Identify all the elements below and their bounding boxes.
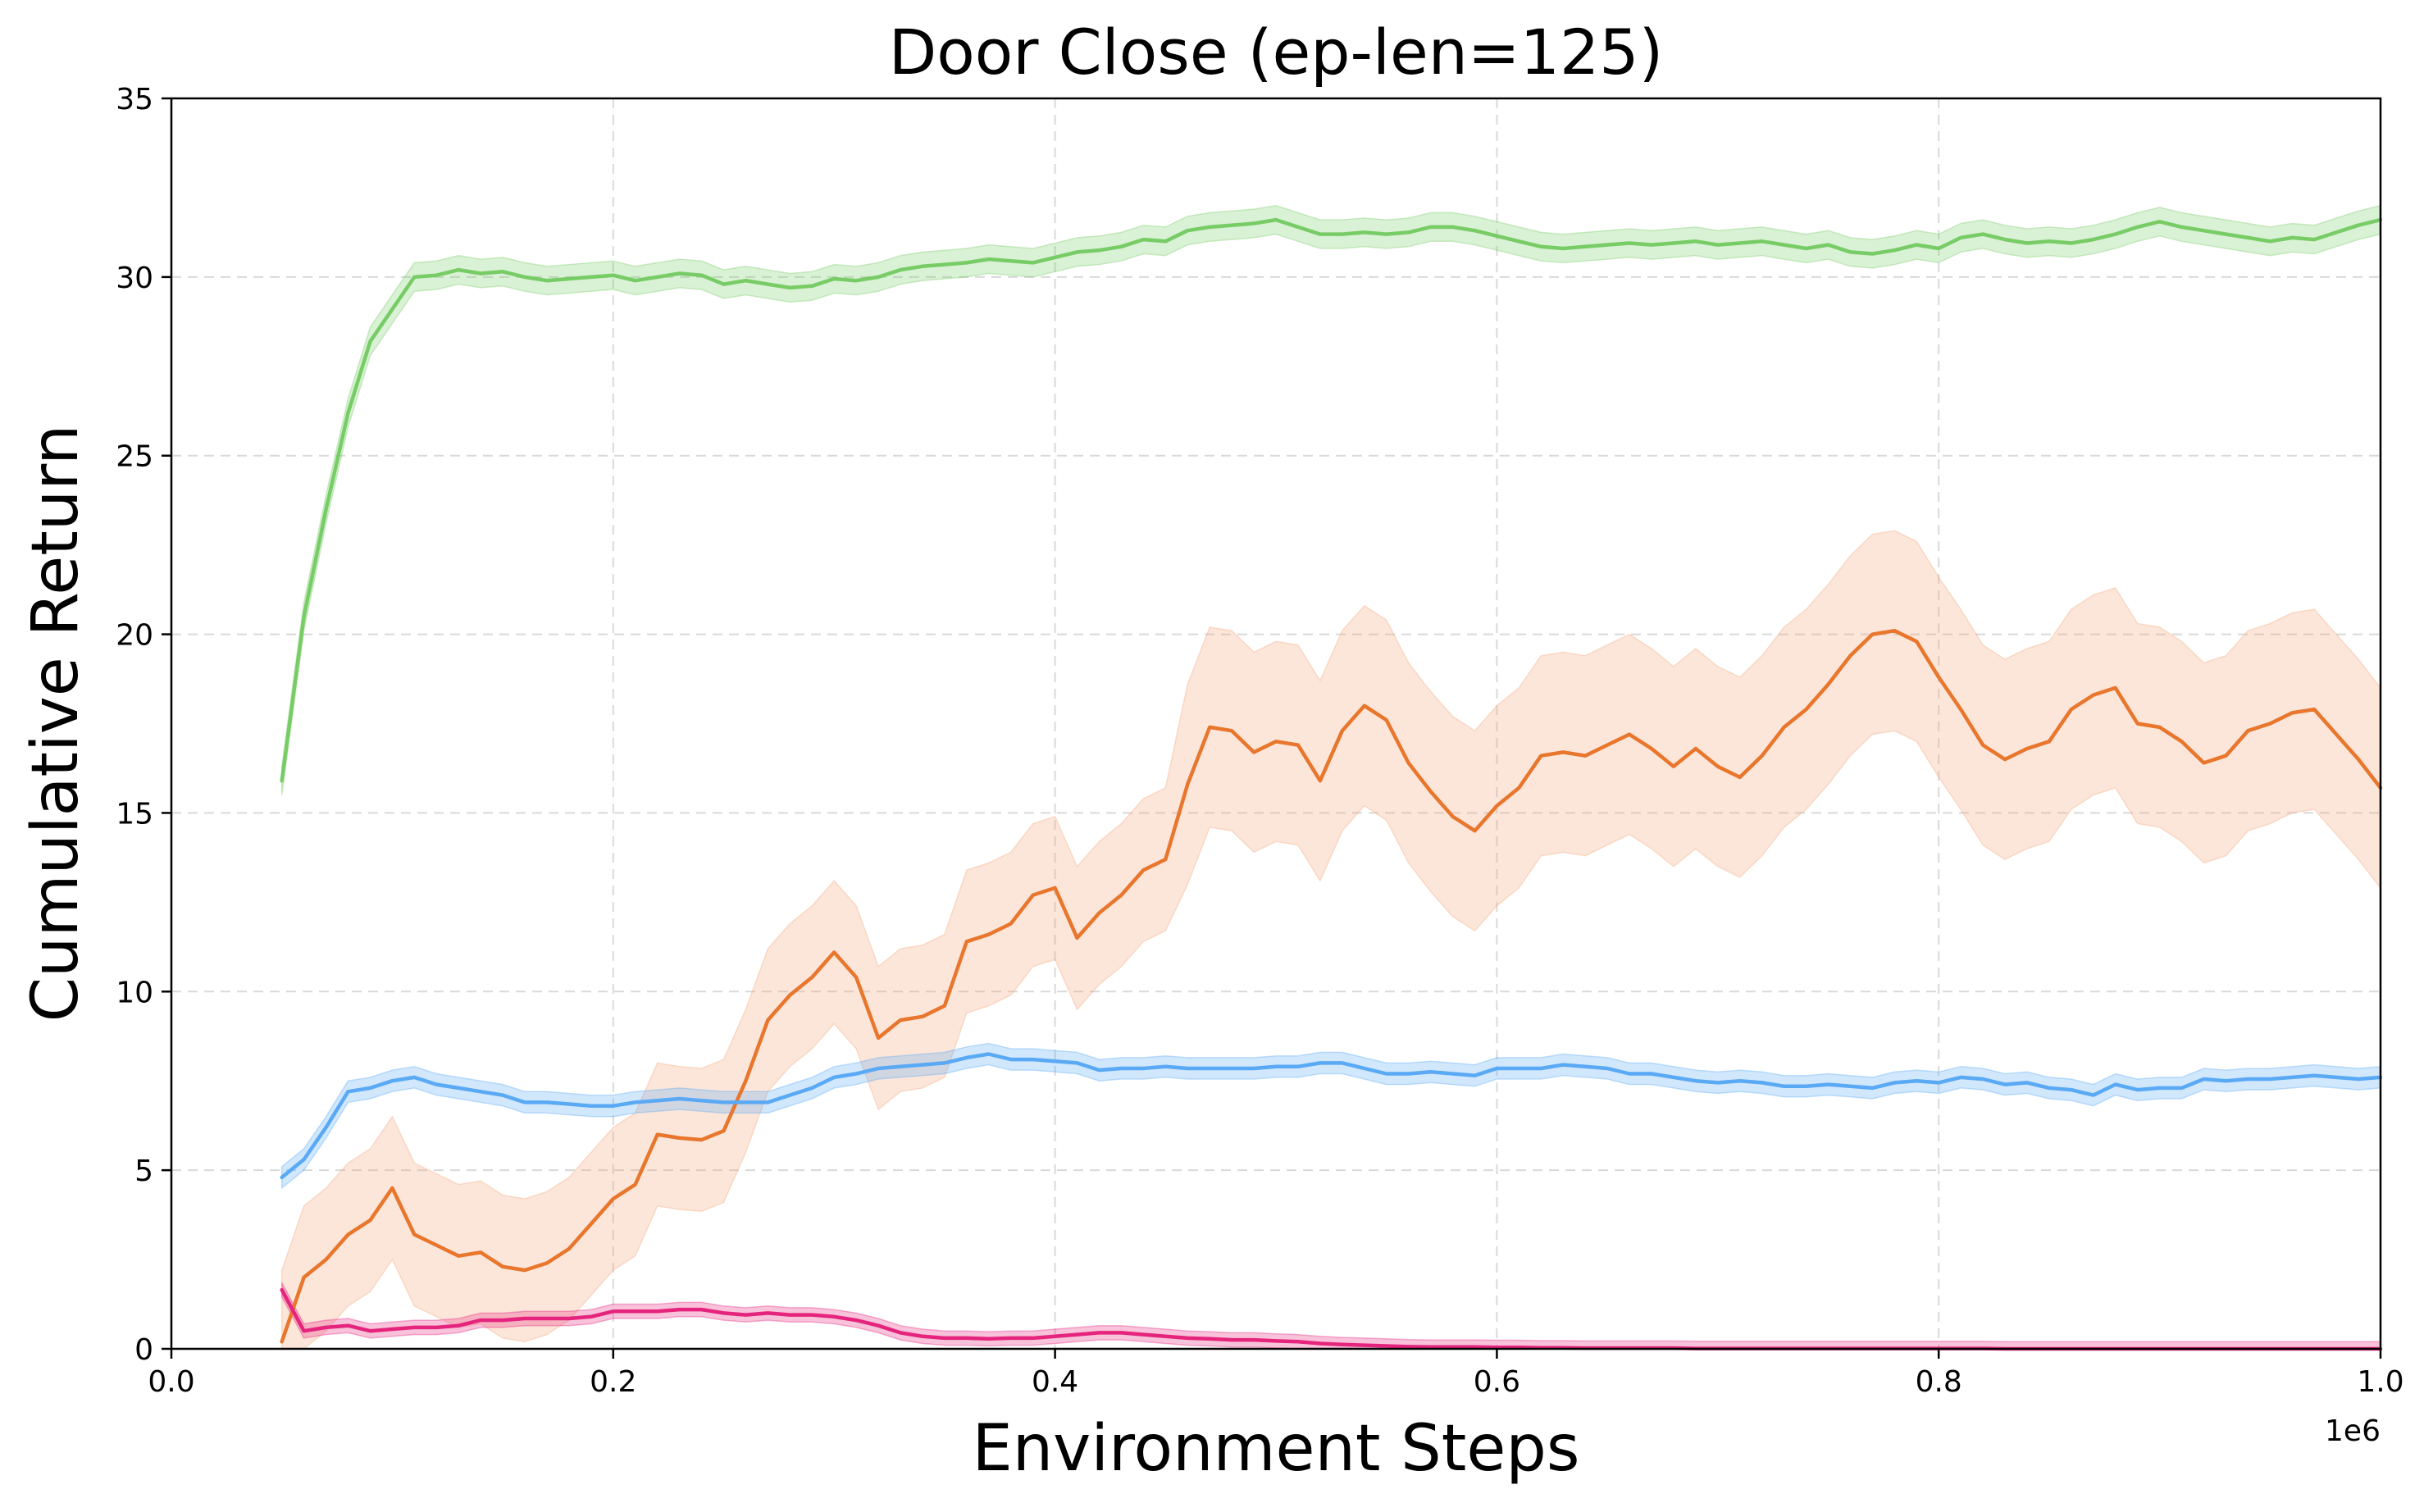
series-1-line [280,217,2383,783]
x-tick-label: 0.6 [1474,1365,1520,1399]
x-axis-label: Environment Steps [972,1412,1579,1486]
y-tick-label: 0 [134,1333,153,1367]
x-tick-label: 0.0 [148,1365,194,1399]
x-tick-label: 0.8 [1916,1365,1962,1399]
x-tick-label: 1.0 [2357,1365,2403,1399]
x-tick-label: 0.4 [1032,1365,1078,1399]
series-lines [280,217,2383,1351]
axis-ticks: 0.0 0.2 0.4 0.6 0.8 1.0 0 5 10 15 20 25 30 35 [116,83,2403,1399]
y-tick-label: 30 [116,262,153,295]
series-2-line [280,628,2383,1344]
chart-title: Door Close (ep-len=125) [889,16,1664,89]
plot-frame [170,97,2382,1350]
x-offset-label: 1e6 [2325,1414,2381,1448]
y-tick-label: 25 [116,440,153,474]
series-bands [280,204,2381,1350]
series-3-line [280,1052,2383,1180]
x-tick-label: 0.2 [590,1365,636,1399]
y-tick-label: 20 [116,619,153,653]
y-tick-label: 15 [116,797,153,831]
series-2-band [280,530,2381,1350]
y-tick-label: 5 [134,1154,153,1188]
y-tick-label: 10 [116,976,153,1009]
y-axis-label: Cumulative Return [19,425,93,1022]
y-tick-label: 35 [116,83,153,116]
grid-lines [171,98,2381,1349]
